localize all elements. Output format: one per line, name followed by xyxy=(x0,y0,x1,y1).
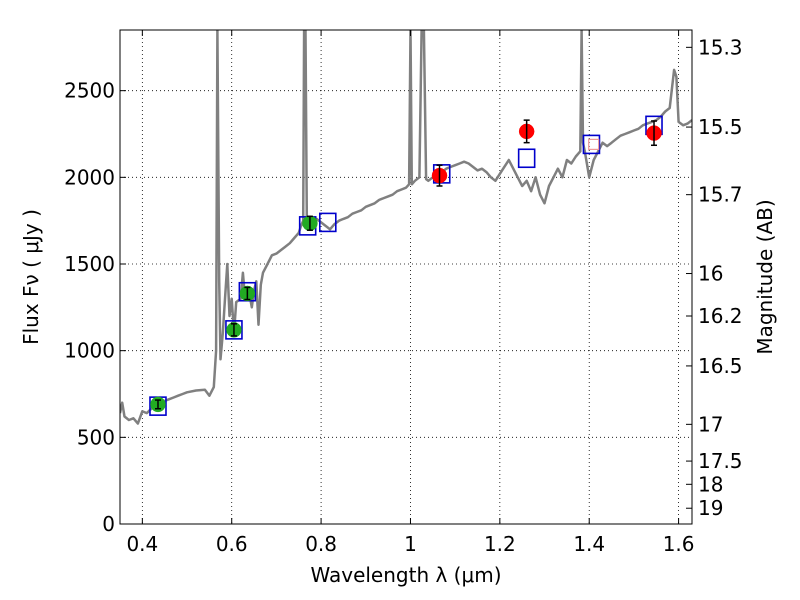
y-tick-label: 2000 xyxy=(64,165,115,189)
mag-tick-label: 16.2 xyxy=(698,304,743,328)
mag-tick-label: 16 xyxy=(698,262,723,286)
spectrum-line xyxy=(120,30,692,425)
x-tick-label: 1.6 xyxy=(663,532,695,556)
x-tick-label: 1.2 xyxy=(484,532,516,556)
mag-tick-label: 15.5 xyxy=(698,115,743,139)
series-layer xyxy=(120,30,692,425)
mag-tick-label: 15.3 xyxy=(698,35,743,59)
y-tick-label: 1000 xyxy=(64,339,115,363)
upper-limit-square xyxy=(588,138,600,150)
y-axis-right-label: Magnitude (AB) xyxy=(753,199,777,354)
y-axis-label: Flux Fν ( μJy ) xyxy=(19,209,43,345)
y-tick-label: 500 xyxy=(77,425,115,449)
x-tick-label: 0.6 xyxy=(216,532,248,556)
plot-frame xyxy=(119,29,693,525)
x-tick-label: 1.4 xyxy=(573,532,605,556)
axis-ticks: 0.4 0.6 0.8 1 1.2 1.4 1.6 0 500 1000 1500 2000 2500 1… xyxy=(64,30,743,556)
y-tick-label: 2500 xyxy=(64,79,115,103)
mag-tick-label: 17 xyxy=(698,412,723,436)
mag-tick-label: 19 xyxy=(698,496,723,520)
x-tick-label: 1 xyxy=(404,532,417,556)
model-photometry-square xyxy=(582,134,601,155)
x-tick-label: 0.8 xyxy=(305,532,337,556)
x-axis-label: Wavelength λ (μm) xyxy=(310,563,501,587)
model-photometry-square xyxy=(517,148,536,169)
x-tick-label: 0.4 xyxy=(126,532,158,556)
y-tick-label: 0 xyxy=(102,512,115,536)
model-photometry-square xyxy=(318,212,337,233)
mag-tick-label: 17.5 xyxy=(698,449,743,473)
mag-tick-label: 15.7 xyxy=(698,183,743,207)
model-photometry-square xyxy=(225,320,243,340)
mag-tick-label: 18 xyxy=(698,472,723,496)
y-tick-label: 1500 xyxy=(64,252,115,276)
mag-tick-label: 16.5 xyxy=(698,354,743,378)
